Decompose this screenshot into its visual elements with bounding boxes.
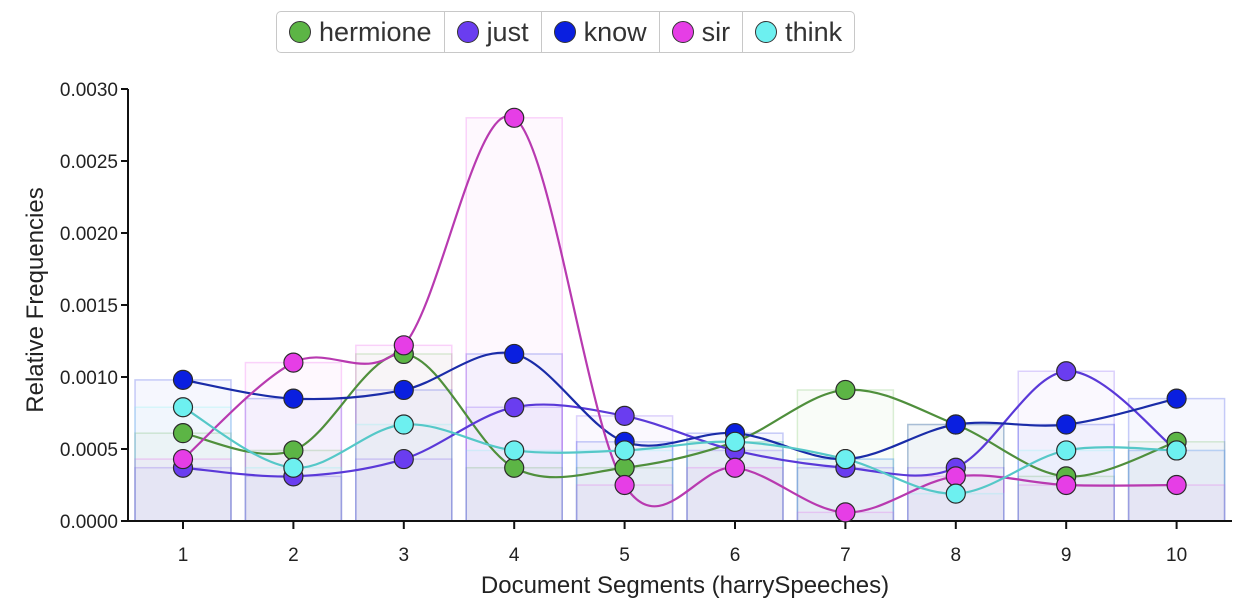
y-tick-label: 0.0020 — [60, 224, 118, 245]
x-tick-label: 8 — [951, 545, 962, 566]
data-point-think-10[interactable] — [1166, 440, 1187, 461]
data-point-think-7[interactable] — [835, 448, 856, 470]
data-point-think-9[interactable] — [1056, 440, 1077, 461]
data-point-sir-2[interactable] — [283, 352, 304, 373]
data-point-just-9[interactable] — [1056, 361, 1077, 382]
legend-swatch-sir — [671, 21, 694, 43]
legend-label-just: just — [486, 16, 529, 47]
axes: 0.0000 0.0005 0.0010 0.0015 0.0020 0.0025 0.00… — [60, 80, 1232, 566]
legend-item-just[interactable]: just — [445, 12, 542, 52]
y-tick-label: 0.0010 — [60, 368, 118, 389]
data-point-know-1[interactable] — [172, 369, 194, 390]
x-tick-label: 2 — [288, 545, 299, 566]
data-point-sir-4[interactable] — [504, 107, 525, 128]
y-tick-label: 0.0030 — [60, 80, 118, 101]
legend-swatch-just — [456, 21, 479, 43]
data-point-sir-3[interactable] — [393, 335, 414, 356]
data-point-just-4[interactable] — [504, 397, 525, 418]
x-tick-label: 7 — [840, 545, 851, 566]
data-point-sir-6[interactable] — [724, 457, 746, 478]
data-point-think-4[interactable] — [504, 440, 525, 461]
x-tick-label: 6 — [730, 545, 741, 566]
data-point-think-3[interactable] — [393, 414, 414, 435]
legend-swatch-think — [755, 21, 778, 43]
data-point-think-5[interactable] — [614, 440, 635, 461]
series-line-know — [182, 351, 1177, 461]
legend-item-know[interactable]: know — [542, 12, 660, 52]
data-point-hermione-1[interactable] — [172, 423, 194, 444]
legend-item-sir[interactable]: sir — [660, 12, 744, 52]
x-tick-label: 10 — [1166, 545, 1187, 566]
legend-swatch-know — [553, 21, 576, 43]
legend-swatch-hermione — [289, 21, 311, 43]
x-tick-label: 4 — [509, 545, 520, 566]
data-point-know-10[interactable] — [1166, 388, 1187, 409]
legend-item-think[interactable]: think — [743, 12, 854, 52]
y-axis-title: Relative Frequencies — [22, 187, 49, 412]
data-point-sir-8[interactable] — [945, 466, 966, 487]
x-axis-title: Document Segments (harrySpeeches) — [481, 572, 889, 599]
y-tick-label: 0.0025 — [60, 152, 118, 173]
x-tick-label: 1 — [178, 545, 189, 566]
data-point-sir-1[interactable] — [172, 448, 194, 470]
data-point-hermione-2[interactable] — [283, 440, 304, 461]
data-point-think-6[interactable] — [724, 431, 746, 452]
data-point-hermione-7[interactable] — [835, 379, 856, 401]
data-point-sir-9[interactable] — [1056, 474, 1077, 496]
series-line-think — [182, 406, 1177, 495]
x-tick-label: 9 — [1061, 545, 1072, 566]
legend-label-sir: sir — [701, 16, 731, 47]
data-point-know-8[interactable] — [945, 414, 966, 435]
data-point-think-2[interactable] — [283, 457, 304, 478]
legend-item-hermione[interactable]: hermione — [277, 12, 445, 52]
data-point-hermione-5[interactable] — [614, 457, 635, 478]
data-point-know-4[interactable] — [504, 343, 525, 365]
y-tick-label: 0.0015 — [60, 296, 118, 317]
y-tick-label: 0.0005 — [60, 440, 118, 461]
legend: hermione just know sir think — [276, 11, 856, 53]
background-bar-think-3 — [355, 423, 453, 522]
series-points — [172, 107, 1187, 523]
data-point-think-8[interactable] — [945, 483, 966, 504]
x-tick-label: 3 — [399, 545, 410, 566]
data-point-sir-5[interactable] — [614, 474, 635, 496]
legend-label-hermione: hermione — [319, 16, 432, 47]
data-point-hermione-4[interactable] — [504, 457, 525, 478]
data-point-sir-10[interactable] — [1166, 474, 1187, 496]
data-point-just-5[interactable] — [614, 405, 635, 426]
data-point-know-2[interactable] — [283, 388, 304, 409]
data-point-just-3[interactable] — [393, 448, 414, 470]
x-tick-label: 5 — [619, 545, 630, 566]
legend-label-think: think — [785, 16, 843, 47]
data-point-know-3[interactable] — [393, 379, 414, 401]
data-point-sir-7[interactable] — [835, 502, 856, 523]
data-point-know-9[interactable] — [1056, 414, 1077, 435]
data-point-think-1[interactable] — [172, 397, 194, 418]
y-tick-label: 0.0000 — [60, 512, 118, 533]
legend-label-know: know — [583, 16, 647, 47]
